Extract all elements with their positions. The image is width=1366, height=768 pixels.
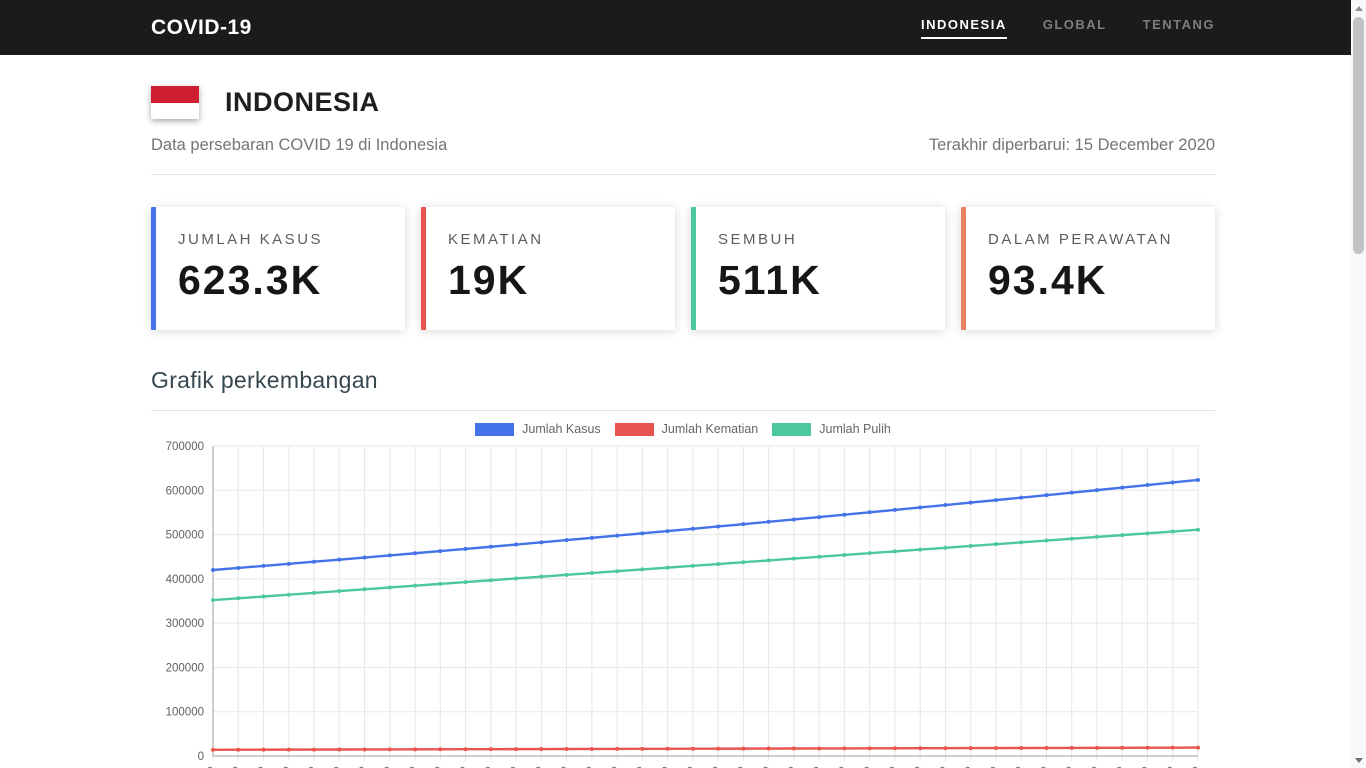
- svg-text:700000: 700000: [166, 441, 204, 453]
- svg-text:300000: 300000: [166, 618, 204, 630]
- section-divider: [151, 410, 1215, 411]
- scrollbar-up-arrow-icon[interactable]: [1351, 0, 1366, 16]
- scrollbar-thumb[interactable]: [1353, 17, 1364, 254]
- scrollbar[interactable]: [1351, 0, 1366, 768]
- page-title: INDONESIA: [225, 87, 380, 117]
- card-dalam-perawatan: DALAM PERAWATAN 93.4K: [961, 207, 1215, 330]
- legend-item-jumlah-kasus[interactable]: Jumlah Kasus: [475, 422, 601, 436]
- app-header: COVID-19 INDONESIA GLOBAL TENTANG: [0, 0, 1366, 55]
- chart-legend: Jumlah Kasus Jumlah Kematian Jumlah Puli…: [151, 422, 1215, 436]
- nav-item-tentang[interactable]: TENTANG: [1142, 16, 1215, 32]
- card-label: DALAM PERAWATAN: [988, 231, 1174, 248]
- legend-swatch-kematian: [614, 422, 654, 436]
- main-content: INDONESIA Data persebaran COVID 19 di In…: [151, 86, 1215, 768]
- indonesia-flag-icon: [151, 86, 199, 119]
- card-label: SEMBUH: [718, 231, 798, 248]
- brand-title: COVID-19: [151, 15, 252, 39]
- svg-text:11-8-20: 11-8-20: [233, 765, 269, 768]
- svg-text:0: 0: [198, 751, 204, 763]
- svg-text:100000: 100000: [166, 707, 204, 719]
- legend-item-jumlah-kematian[interactable]: Jumlah Kematian: [614, 422, 759, 436]
- svg-text:400000: 400000: [166, 574, 204, 586]
- nav-item-global[interactable]: GLOBAL: [1042, 16, 1107, 32]
- svg-text:200000: 200000: [166, 662, 204, 674]
- page-subtitle: Data persebaran COVID 19 di Indonesia: [151, 136, 448, 154]
- card-value: 19K: [448, 257, 530, 303]
- header-divider: [151, 174, 1215, 175]
- svg-text:11-7-20: 11-7-20: [207, 765, 243, 768]
- scrollbar-down-arrow-icon[interactable]: [1351, 752, 1366, 768]
- legend-label: Jumlah Kasus: [522, 422, 601, 436]
- progress-chart-canvas: 0 100000 200000 300000 400000 500000 600000 700…: [166, 441, 1203, 768]
- svg-text:11-9-20: 11-9-20: [258, 765, 294, 768]
- card-sembuh: SEMBUH 511K: [691, 207, 945, 330]
- svg-text:11-6-20: 11-6-20: [182, 765, 218, 768]
- svg-text:600000: 600000: [166, 485, 204, 497]
- legend-swatch-pulih: [772, 422, 812, 436]
- card-value: 623.3K: [178, 257, 323, 303]
- main-nav: INDONESIA GLOBAL TENTANG: [921, 17, 1215, 39]
- card-kematian: KEMATIAN 19K: [421, 207, 675, 330]
- progress-chart: 0 100000 200000 300000 400000 500000 600000 700…: [151, 440, 1215, 768]
- legend-swatch-kasus: [475, 422, 515, 436]
- card-jumlah-kasus: JUMLAH KASUS 623.3K: [151, 207, 405, 330]
- country-heading: INDONESIA: [151, 86, 1215, 119]
- card-value: 511K: [718, 257, 822, 303]
- card-label: JUMLAH KASUS: [178, 231, 324, 248]
- legend-label: Jumlah Kematian: [661, 422, 759, 436]
- last-updated-text: Terakhir diperbarui: 15 December 2020: [928, 136, 1215, 154]
- section-title: Grafik perkembangan: [151, 367, 378, 393]
- card-label: KEMATIAN: [448, 231, 544, 248]
- legend-label: Jumlah Pulih: [819, 422, 891, 436]
- nav-item-indonesia[interactable]: INDONESIA: [921, 17, 1007, 39]
- legend-item-jumlah-pulih[interactable]: Jumlah Pulih: [772, 422, 891, 436]
- svg-text:500000: 500000: [166, 530, 204, 542]
- card-value: 93.4K: [988, 257, 1108, 303]
- stat-cards: JUMLAH KASUS 623.3K KEMATIAN 19K SEMBUH …: [151, 207, 1215, 330]
